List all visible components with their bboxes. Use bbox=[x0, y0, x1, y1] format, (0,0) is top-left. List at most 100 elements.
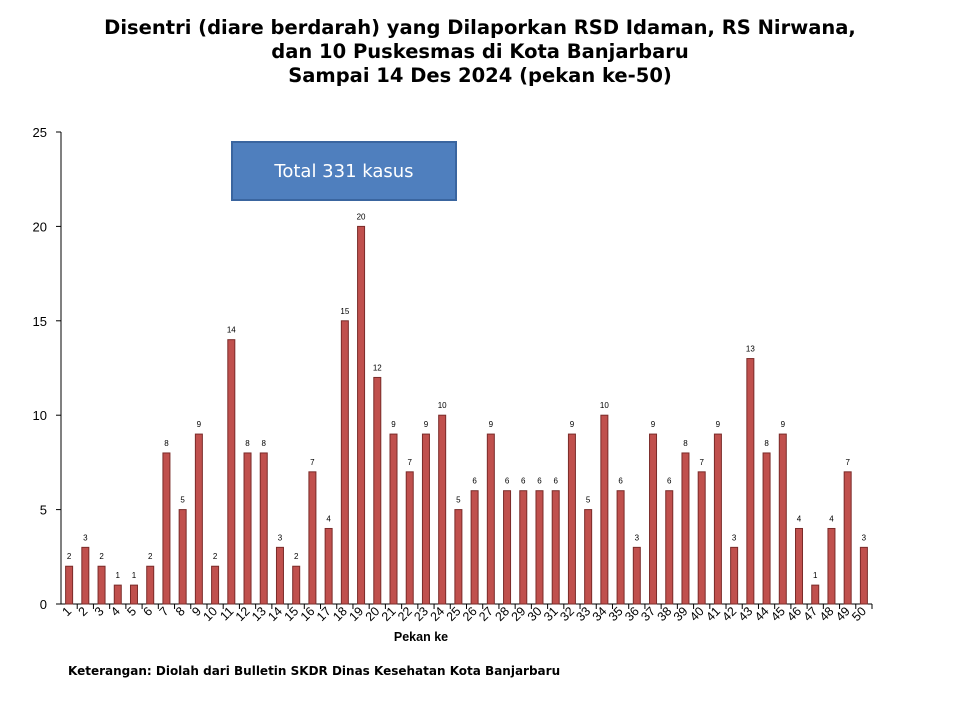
bar bbox=[811, 584, 820, 605]
bar bbox=[324, 527, 333, 605]
bar-data-label: 5 bbox=[586, 496, 591, 505]
chart-title: Disentri (diare berdarah) yang Dilaporka… bbox=[0, 16, 960, 88]
bar-data-label: 10 bbox=[438, 401, 447, 410]
bar bbox=[859, 546, 868, 605]
bar bbox=[389, 433, 398, 605]
bar bbox=[373, 376, 382, 605]
bar-data-label: 15 bbox=[340, 307, 349, 316]
bar-data-label: 4 bbox=[797, 514, 802, 523]
bar-data-label: 7 bbox=[699, 458, 704, 467]
y-tick-label: 20 bbox=[33, 219, 47, 234]
bar-data-label: 6 bbox=[667, 477, 672, 486]
bar-data-label: 2 bbox=[67, 552, 72, 561]
x-tick-label: 1 bbox=[59, 604, 74, 619]
bar-data-label: 3 bbox=[83, 533, 88, 542]
bar bbox=[454, 509, 463, 605]
bar bbox=[843, 471, 852, 605]
bar-data-label: 9 bbox=[424, 420, 429, 429]
footnote: Keterangan: Diolah dari Bulletin SKDR Di… bbox=[68, 664, 561, 678]
bar bbox=[697, 471, 706, 605]
bar-data-label: 6 bbox=[505, 477, 510, 486]
bar-data-label: 3 bbox=[635, 533, 640, 542]
bar-data-label: 4 bbox=[326, 514, 331, 523]
bar-data-label: 9 bbox=[197, 420, 202, 429]
bar-data-label: 5 bbox=[456, 496, 461, 505]
bar bbox=[243, 452, 252, 605]
bar bbox=[340, 320, 349, 605]
bar bbox=[292, 565, 301, 605]
bar bbox=[357, 225, 366, 605]
bar bbox=[129, 584, 138, 605]
y-tick-label: 25 bbox=[33, 125, 47, 140]
bar bbox=[178, 509, 187, 605]
bar-data-label: 8 bbox=[245, 439, 250, 448]
bar bbox=[486, 433, 495, 605]
bar-data-label: 9 bbox=[489, 420, 494, 429]
bar bbox=[746, 358, 755, 605]
total-cases-box: Total 331 kasus bbox=[231, 141, 457, 201]
bar-data-label: 4 bbox=[829, 514, 834, 523]
bar-data-label: 6 bbox=[521, 477, 526, 486]
x-tick-label: 3 bbox=[92, 604, 107, 619]
bar-data-label: 9 bbox=[570, 420, 575, 429]
x-tick-label: 8 bbox=[173, 604, 188, 619]
y-tick-label: 5 bbox=[40, 503, 47, 518]
bar bbox=[730, 546, 739, 605]
bar-data-label: 9 bbox=[716, 420, 721, 429]
bar-data-label: 2 bbox=[213, 552, 218, 561]
bar-data-label: 7 bbox=[408, 458, 413, 467]
bar-data-label: 10 bbox=[600, 401, 609, 410]
chart-title-line-1: Disentri (diare berdarah) yang Dilaporka… bbox=[104, 16, 856, 39]
chart-title-line-2: dan 10 Puskesmas di Kota Banjarbaru bbox=[271, 40, 689, 63]
bar-data-label: 2 bbox=[99, 552, 104, 561]
bar-data-label: 6 bbox=[472, 477, 477, 486]
bar-data-label: 5 bbox=[180, 496, 185, 505]
bar bbox=[503, 490, 512, 605]
bar bbox=[665, 490, 674, 605]
bar bbox=[113, 584, 122, 605]
bar bbox=[194, 433, 203, 605]
bar-data-label: 6 bbox=[618, 477, 623, 486]
y-tick-label: 0 bbox=[40, 597, 47, 612]
bar-data-label: 3 bbox=[862, 533, 867, 542]
bar bbox=[65, 565, 74, 605]
bar bbox=[162, 452, 171, 605]
x-tick-label: 5 bbox=[124, 604, 139, 619]
bar bbox=[778, 433, 787, 605]
bar-data-label: 2 bbox=[148, 552, 153, 561]
bar-data-label: 2 bbox=[294, 552, 299, 561]
bar bbox=[211, 565, 220, 605]
bar bbox=[827, 527, 836, 605]
bar-data-label: 1 bbox=[813, 571, 818, 580]
bar bbox=[97, 565, 106, 605]
x-tick-label: 2 bbox=[76, 604, 91, 619]
bar-data-label: 20 bbox=[357, 212, 366, 221]
bar-data-label: 12 bbox=[373, 363, 382, 372]
bar bbox=[535, 490, 544, 605]
bar bbox=[795, 527, 804, 605]
bar-data-label: 8 bbox=[683, 439, 688, 448]
bar bbox=[421, 433, 430, 605]
bar-data-label: 7 bbox=[310, 458, 315, 467]
bar bbox=[470, 490, 479, 605]
bar-data-label: 6 bbox=[553, 477, 558, 486]
bar-data-label: 8 bbox=[262, 439, 267, 448]
bar-data-label: 14 bbox=[227, 326, 236, 335]
bar bbox=[259, 452, 268, 605]
bar bbox=[146, 565, 155, 605]
bar bbox=[681, 452, 690, 605]
bar-data-label: 3 bbox=[732, 533, 737, 542]
bar-data-label: 7 bbox=[845, 458, 850, 467]
bar bbox=[713, 433, 722, 605]
bar bbox=[551, 490, 560, 605]
bar bbox=[275, 546, 284, 605]
bar bbox=[616, 490, 625, 605]
bar bbox=[227, 339, 236, 605]
bar bbox=[308, 471, 317, 605]
total-cases-label: Total 331 kasus bbox=[274, 160, 414, 182]
bar bbox=[632, 546, 641, 605]
bar-data-label: 8 bbox=[764, 439, 769, 448]
bar bbox=[438, 414, 447, 605]
bar-data-label: 9 bbox=[781, 420, 786, 429]
bar bbox=[584, 509, 593, 605]
